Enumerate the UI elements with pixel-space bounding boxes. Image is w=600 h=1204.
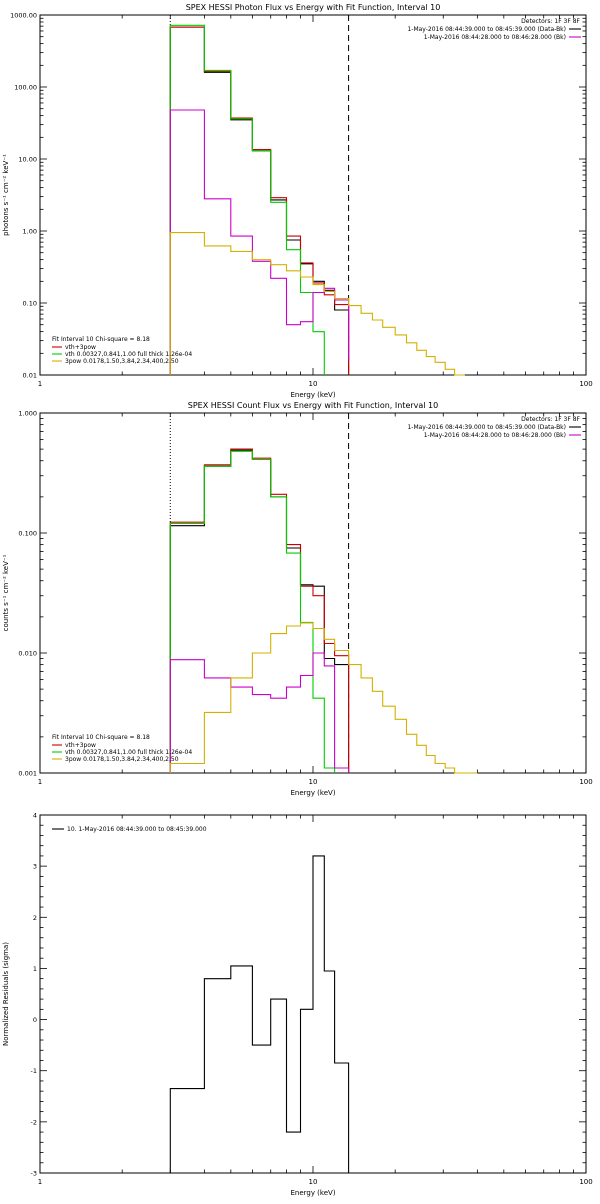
series-1 xyxy=(169,26,350,375)
legend-bottom-label: vth+3pow xyxy=(65,742,96,749)
x-tick-label: 10 xyxy=(309,778,318,786)
series-3 xyxy=(169,450,336,773)
y-tick-label: 100.00 xyxy=(14,84,37,92)
y-tick-label: -3 xyxy=(31,1170,37,1178)
y-tick-label: 10.00 xyxy=(18,156,37,164)
y-tick-label: 4 xyxy=(33,812,37,820)
series-step-line xyxy=(169,24,325,375)
chart-1: 1 10 100 0.01 0.10 1.00 10.00 100.00 1000.00 Ener… xyxy=(2,3,593,399)
chart-2: 1 10 100 0.001 0.010 0.100 1.000 Energy (keV) co… xyxy=(2,401,593,797)
series-4 xyxy=(169,652,350,773)
legend-bottom-label: vth 0.00327,0.841,1.00 full thick 1.26e-… xyxy=(65,749,192,756)
y-tick-label: 0.010 xyxy=(18,650,37,658)
y-tick-label: 1.000 xyxy=(18,410,37,418)
x-tick-label: 100 xyxy=(579,778,592,786)
y-axis-label: photons s⁻¹ cm⁻² keV⁻¹ xyxy=(2,154,10,236)
series-step-line xyxy=(169,232,465,376)
x-tick-label: 10 xyxy=(309,1178,318,1186)
y-tick-label: 0.001 xyxy=(18,770,37,778)
series-step-line xyxy=(169,855,350,1173)
y-axis-label: Normalized Residuals (sigma) xyxy=(2,942,10,1046)
x-tick-label: 1 xyxy=(38,1178,42,1186)
fit-interval-label: Fit Interval 10 Chi-square = 8.18 xyxy=(52,734,150,741)
series-1 xyxy=(169,449,350,773)
chart-title: SPEX HESSI Count Flux vs Energy with Fit… xyxy=(188,401,439,410)
series-step-line xyxy=(169,450,336,773)
fit-interval-label: Fit Interval 10 Chi-square = 8.18 xyxy=(52,336,150,343)
y-tick-label: -2 xyxy=(31,1118,37,1126)
x-tick-label: 1 xyxy=(38,380,42,388)
y-tick-label: 0.01 xyxy=(23,372,37,380)
series-step-line xyxy=(169,652,350,773)
series-step-line xyxy=(169,449,350,773)
series-2 xyxy=(169,26,350,375)
legend-bottom-label: 3pow 0.0178,1.50,3.84,2.34,400,2.50 xyxy=(65,358,179,365)
legend-bottom-label: 3pow 0.0178,1.50,3.84,2.34,400,2.50 xyxy=(65,756,179,763)
series-step-line xyxy=(169,26,350,375)
x-axis-label: Energy (keV) xyxy=(290,391,335,399)
y-tick-label: 1.00 xyxy=(23,228,37,236)
series-3 xyxy=(169,24,325,375)
series-step-line xyxy=(169,622,478,774)
legend-top-label: 1-May-2016 08:44:28.000 to 08:46:28.000 … xyxy=(424,432,566,439)
series-2 xyxy=(169,448,350,773)
x-tick-label: 10 xyxy=(309,380,318,388)
series-1 xyxy=(169,855,350,1173)
series-step-line xyxy=(169,26,350,375)
legend-bottom-label: vth+3pow xyxy=(65,344,96,351)
y-tick-label: 2 xyxy=(33,914,37,922)
y-tick-label: 1 xyxy=(33,965,37,973)
series-step-line xyxy=(169,448,350,773)
chart-3: 1 10 100 -3 -2 -1 0 1 2 3 4 Energy (keV) Normalized … xyxy=(2,812,593,1198)
legend-top-label: 1-May-2016 08:44:39.000 to 08:45:39.000 … xyxy=(407,26,566,33)
legend-bottom-label: vth 0.00327,0.841,1.00 full thick 1.26e-… xyxy=(65,351,192,358)
x-axis-label: Energy (keV) xyxy=(290,1189,335,1197)
detectors-label: Detectors: 1F 3F 8F xyxy=(521,18,580,25)
y-tick-label: 0.10 xyxy=(23,300,37,308)
series-4 xyxy=(169,109,350,375)
series-5 xyxy=(169,232,465,376)
y-tick-label: 1000.00 xyxy=(10,12,37,20)
detectors-label: Detectors: 1F 3F 8F xyxy=(521,416,580,423)
x-tick-label: 100 xyxy=(579,380,592,388)
series-step-line xyxy=(169,109,350,375)
y-tick-label: -1 xyxy=(31,1067,37,1075)
x-tick-label: 100 xyxy=(579,1178,592,1186)
y-tick-label: 3 xyxy=(33,863,37,871)
y-tick-label: 0 xyxy=(33,1016,37,1024)
legend-top-label: 1-May-2016 08:44:28.000 to 08:46:28.000 … xyxy=(424,34,566,41)
x-tick-label: 1 xyxy=(38,778,42,786)
y-axis-label: counts s⁻¹ cm⁻² keV⁻¹ xyxy=(2,554,10,631)
legend-label: 10. 1-May-2016 08:44:39.000 to 08:45:39.… xyxy=(67,826,207,833)
legend-top-label: 1-May-2016 08:44:39.000 to 08:45:39.000 … xyxy=(407,424,566,431)
chart-title: SPEX HESSI Photon Flux vs Energy with Fi… xyxy=(186,3,441,12)
series-5 xyxy=(169,622,478,774)
x-axis-label: Energy (keV) xyxy=(290,789,335,797)
y-tick-label: 0.100 xyxy=(18,530,37,538)
